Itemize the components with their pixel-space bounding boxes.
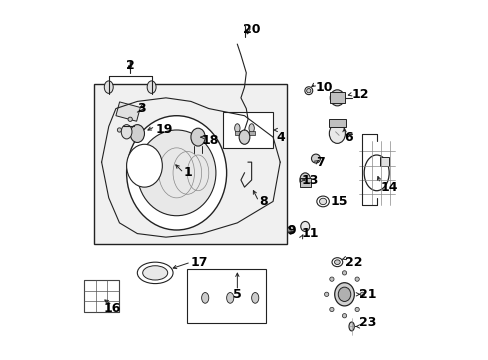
Bar bbox=[223, 112, 272, 148]
Ellipse shape bbox=[130, 125, 144, 143]
Text: 23: 23 bbox=[358, 316, 375, 329]
Text: 22: 22 bbox=[344, 256, 361, 269]
Bar bbox=[380, 157, 388, 166]
Text: 4: 4 bbox=[276, 131, 285, 144]
Text: 8: 8 bbox=[258, 195, 267, 208]
Ellipse shape bbox=[142, 266, 167, 280]
Text: 5: 5 bbox=[232, 288, 241, 301]
Ellipse shape bbox=[324, 292, 328, 296]
Ellipse shape bbox=[329, 277, 333, 281]
Ellipse shape bbox=[311, 154, 320, 163]
Text: 1: 1 bbox=[183, 166, 192, 179]
Ellipse shape bbox=[248, 124, 254, 133]
Text: 19: 19 bbox=[155, 123, 172, 136]
Ellipse shape bbox=[300, 221, 309, 231]
Bar bbox=[234, 131, 240, 135]
Ellipse shape bbox=[117, 128, 122, 132]
Ellipse shape bbox=[190, 128, 205, 146]
Ellipse shape bbox=[329, 90, 344, 106]
Text: 18: 18 bbox=[201, 134, 219, 147]
Ellipse shape bbox=[319, 198, 326, 204]
Ellipse shape bbox=[126, 144, 162, 187]
Text: 14: 14 bbox=[380, 181, 397, 194]
Ellipse shape bbox=[304, 87, 312, 95]
Ellipse shape bbox=[226, 293, 233, 303]
Ellipse shape bbox=[137, 130, 216, 216]
Ellipse shape bbox=[334, 283, 354, 306]
Text: 2: 2 bbox=[125, 59, 134, 72]
Text: 21: 21 bbox=[358, 288, 376, 301]
Text: 12: 12 bbox=[351, 88, 368, 101]
Bar bbox=[94, 84, 287, 244]
Ellipse shape bbox=[147, 81, 156, 93]
Ellipse shape bbox=[121, 125, 132, 139]
Ellipse shape bbox=[137, 262, 173, 284]
Text: 11: 11 bbox=[301, 227, 319, 240]
Ellipse shape bbox=[299, 173, 310, 187]
Text: 9: 9 bbox=[287, 224, 295, 237]
Bar bbox=[116, 102, 140, 121]
Ellipse shape bbox=[334, 260, 340, 265]
Ellipse shape bbox=[306, 89, 310, 93]
Ellipse shape bbox=[364, 155, 388, 191]
Text: 13: 13 bbox=[301, 174, 318, 186]
Text: 15: 15 bbox=[329, 195, 347, 208]
Ellipse shape bbox=[287, 226, 294, 234]
Ellipse shape bbox=[348, 322, 354, 331]
Ellipse shape bbox=[342, 271, 346, 275]
Bar bbox=[328, 119, 345, 127]
Bar bbox=[83, 280, 119, 312]
Ellipse shape bbox=[360, 292, 364, 296]
Ellipse shape bbox=[331, 258, 342, 267]
Text: 10: 10 bbox=[315, 81, 333, 94]
Bar bbox=[329, 93, 345, 103]
Ellipse shape bbox=[338, 287, 350, 301]
Ellipse shape bbox=[126, 116, 226, 230]
Ellipse shape bbox=[354, 277, 359, 281]
Ellipse shape bbox=[128, 117, 132, 121]
Ellipse shape bbox=[239, 130, 249, 144]
Ellipse shape bbox=[329, 307, 333, 312]
Text: 20: 20 bbox=[243, 23, 260, 36]
Ellipse shape bbox=[201, 293, 208, 303]
Text: 6: 6 bbox=[344, 131, 352, 144]
Text: 7: 7 bbox=[315, 156, 324, 168]
Ellipse shape bbox=[316, 196, 328, 207]
Bar bbox=[299, 178, 311, 187]
Text: 16: 16 bbox=[103, 302, 121, 315]
Ellipse shape bbox=[234, 124, 240, 133]
Ellipse shape bbox=[251, 293, 258, 303]
Ellipse shape bbox=[354, 307, 359, 312]
Bar bbox=[187, 269, 265, 323]
Ellipse shape bbox=[328, 124, 345, 143]
Text: 3: 3 bbox=[137, 102, 145, 115]
Ellipse shape bbox=[342, 314, 346, 318]
Text: 17: 17 bbox=[190, 256, 208, 269]
Ellipse shape bbox=[104, 81, 113, 93]
Bar bbox=[248, 131, 254, 135]
